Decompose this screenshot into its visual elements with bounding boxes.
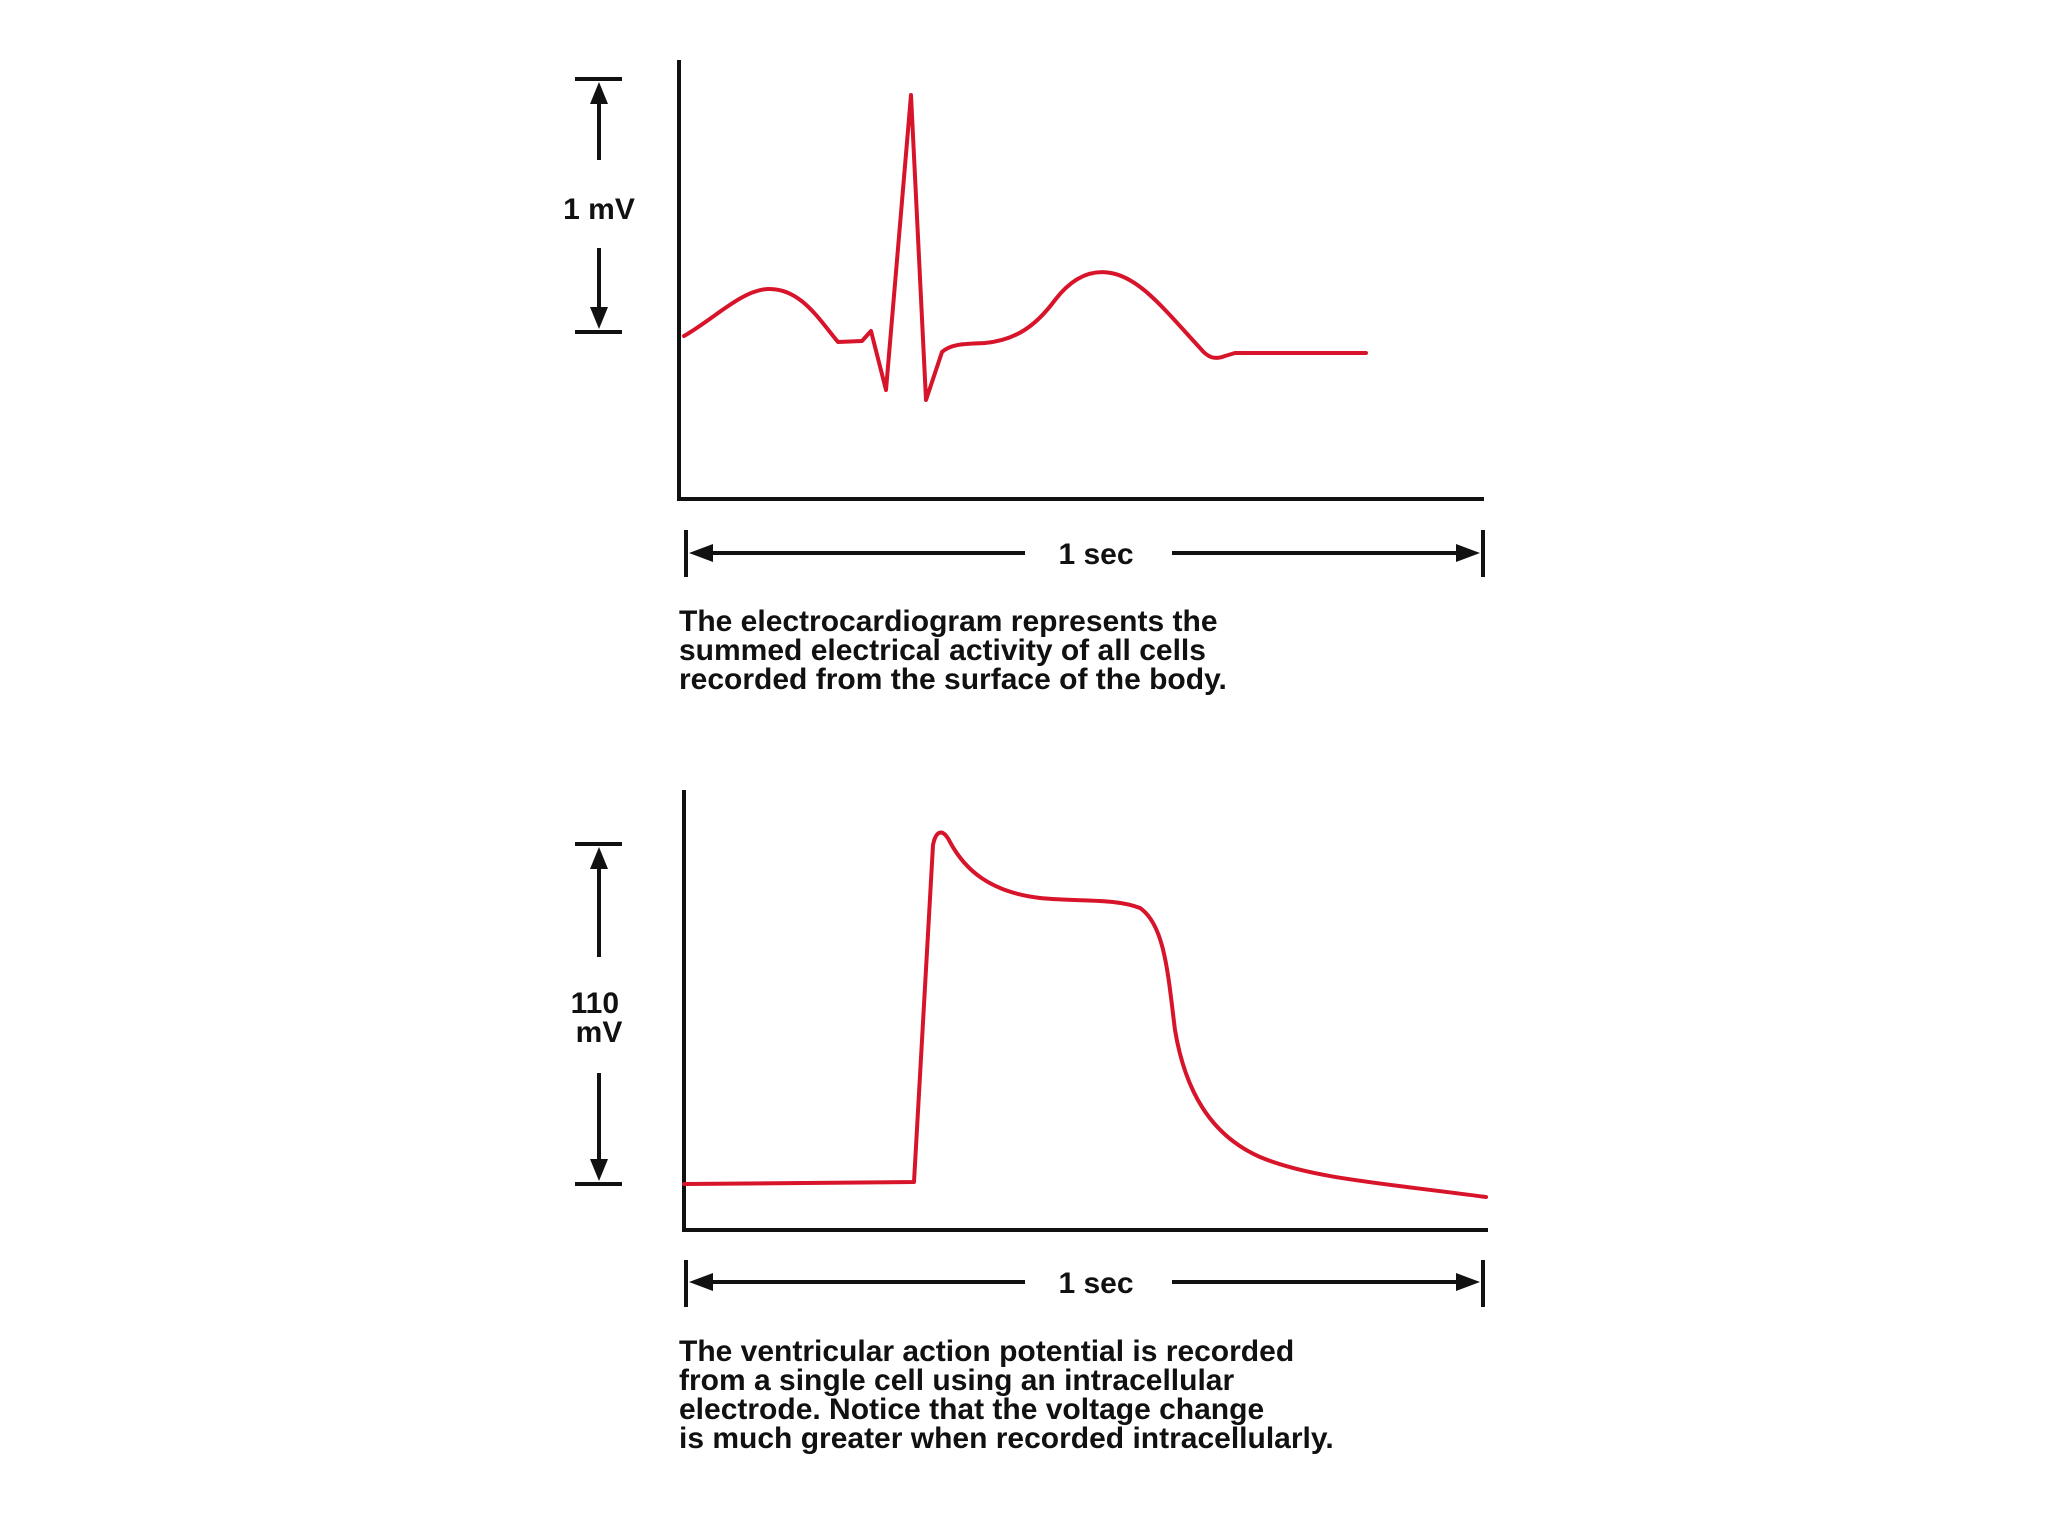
- action-potential-voltage-scale-bar: [575, 842, 622, 1186]
- ecg-panel: 1 mV 1 sec: [563, 60, 1485, 577]
- action-potential-trace: [682, 830, 1488, 1199]
- ecg-voltage-arrow-up-icon: [590, 82, 608, 104]
- action-potential-caption-line: from a single cell using an intracellula…: [679, 1364, 1235, 1397]
- action-potential-voltage-scale-label: 110 mV: [571, 987, 628, 1049]
- action-potential-caption-line: is much greater when recorded intracellu…: [679, 1422, 1334, 1455]
- ecg-voltage-arrow-down-icon: [590, 307, 608, 329]
- action-potential-voltage-arrow-down-icon: [590, 1159, 608, 1181]
- action-potential-time-arrow-left-icon: [689, 1273, 713, 1291]
- ecg-voltage-scale-label: 1 mV: [563, 193, 635, 226]
- action-potential-caption-line: electrode. Notice that the voltage chang…: [679, 1393, 1265, 1426]
- action-potential-caption: The ventricular action potential is reco…: [679, 1335, 1334, 1455]
- ecg-trace: [682, 93, 1368, 402]
- action-potential-time-scale-label: 1 sec: [1058, 1267, 1133, 1300]
- ecg-time-arrow-left-icon: [689, 544, 713, 562]
- action-potential-panel: 110 mV 1 sec: [571, 790, 1488, 1307]
- ecg-time-scale-label: 1 sec: [1058, 538, 1133, 571]
- action-potential-voltage-arrow-up-icon: [590, 847, 608, 869]
- action-potential-voltage-unit: mV: [576, 1016, 623, 1049]
- ecg-caption-line: The electrocardiogram represents the: [679, 605, 1218, 638]
- action-potential-time-arrow-right-icon: [1456, 1273, 1480, 1291]
- action-potential-voltage-value: 110: [571, 987, 619, 1020]
- ecg-caption-line: recorded from the surface of the body.: [679, 663, 1227, 696]
- ecg-voltage-scale-bar: [575, 77, 622, 334]
- action-potential-axes: [682, 790, 1488, 1232]
- ecg-time-scale-bar: [684, 530, 1485, 577]
- ecg-caption-line: summed electrical activity of all cells: [679, 634, 1206, 667]
- ecg-axes: [677, 60, 1484, 501]
- ecg-caption: The electrocardiogram represents the sum…: [679, 605, 1227, 696]
- action-potential-time-scale-bar: [684, 1260, 1485, 1307]
- ecg-time-arrow-right-icon: [1456, 544, 1480, 562]
- action-potential-caption-line: The ventricular action potential is reco…: [679, 1335, 1295, 1368]
